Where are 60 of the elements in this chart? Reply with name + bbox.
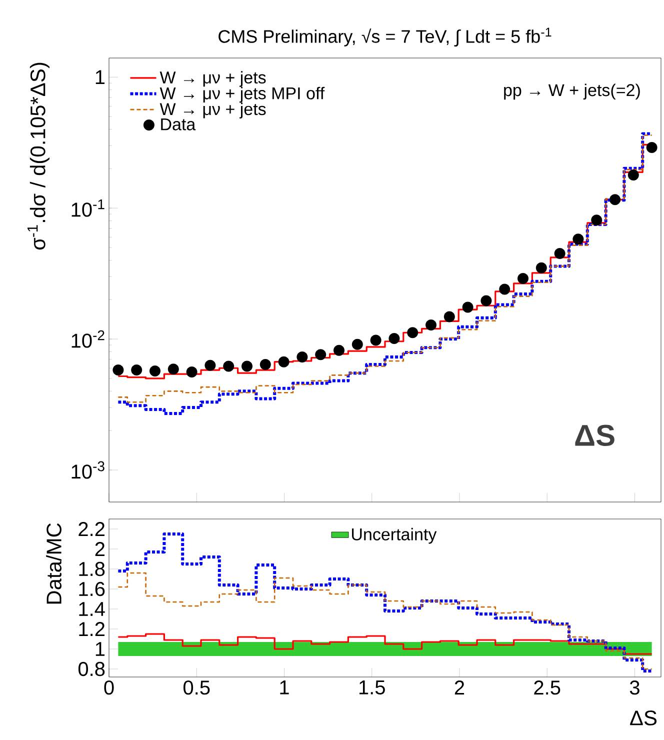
point [278, 356, 290, 368]
point [370, 334, 382, 346]
x-axis-title: ΔS [630, 710, 657, 726]
x-tick-label: 2.5 [534, 680, 560, 695]
point [628, 169, 639, 180]
point [334, 344, 344, 356]
chart-title: CMS Preliminary, √s = 7 TeV, ∫ Ldt = 5 fb$^{-1}$ [218, 28, 552, 46]
point [168, 364, 179, 375]
annotation: ΔS [575, 424, 614, 446]
point [407, 327, 418, 338]
legend-label: W → μν + jets MPI off [160, 86, 325, 103]
point [426, 320, 437, 331]
y-tick-label: 1.4 [79, 602, 105, 616]
y-tick-label: 2 [95, 542, 104, 556]
x-tick-label: 0 [104, 680, 114, 695]
point [591, 214, 602, 226]
annotation: pp → W + jets(=2) [504, 84, 640, 100]
point [444, 311, 455, 322]
point [499, 284, 510, 295]
point [315, 349, 326, 360]
y-axis-title: Data/MC [46, 523, 62, 604]
y-tick-label: 10$^{-2}$ [72, 330, 104, 348]
x-tick-label: 3 [630, 680, 640, 695]
point [610, 194, 621, 206]
legend-label: W → μν + jets [160, 71, 266, 87]
y-tick-label: 1.6 [79, 582, 105, 596]
legend-label: Data [161, 118, 196, 130]
point [518, 273, 529, 284]
point [242, 360, 252, 372]
point [186, 366, 198, 378]
y-tick-label: 10$^{-3}$ [72, 461, 104, 479]
point [296, 351, 308, 362]
point [646, 142, 658, 154]
x-tick-label: 1 [280, 680, 289, 694]
x-tick-label: 1.5 [359, 680, 385, 694]
y-tick-label: 1 [96, 70, 104, 84]
y-tick-label: 1.2 [79, 622, 104, 636]
point [480, 295, 492, 306]
point [554, 248, 566, 260]
y-tick-label: 0.8 [78, 662, 105, 676]
point [352, 338, 363, 350]
point [131, 364, 142, 376]
y-tick-label: 1 [96, 642, 104, 656]
point [204, 360, 216, 371]
point [536, 262, 547, 274]
y-axis-title: σ$^{-1}$.dσ / d(0.105*ΔS) [28, 62, 50, 250]
point [260, 358, 271, 370]
point [462, 302, 474, 313]
y-tick-label: 1.8 [79, 562, 105, 576]
y-tick-label: 10$^{-1}$ [72, 199, 104, 217]
point [112, 364, 124, 376]
y-tick-label: 2.2 [78, 522, 104, 536]
point [572, 234, 584, 245]
point [223, 360, 234, 372]
legend-label: W → μν + jets [160, 102, 266, 119]
x-tick-label: 0.5 [184, 680, 210, 695]
x-tick-label: 2 [454, 680, 464, 694]
point [150, 366, 160, 377]
point [388, 333, 400, 344]
legend-label: Uncertainty [352, 528, 437, 544]
